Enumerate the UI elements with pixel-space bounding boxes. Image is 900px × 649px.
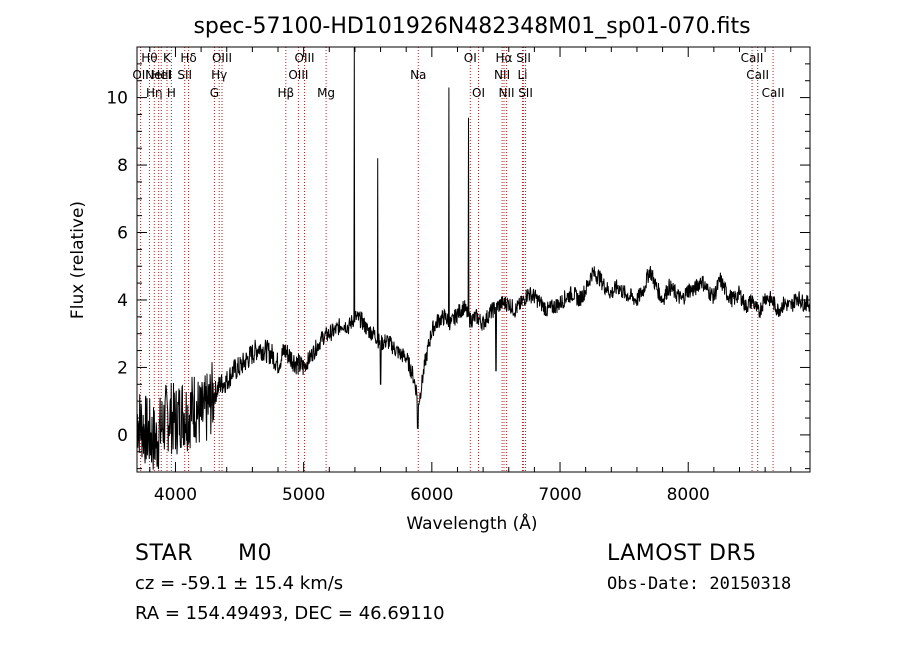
marker-label-18: OI <box>472 86 485 100</box>
object-subclass: M0 <box>238 541 272 566</box>
marker-label-5: K <box>163 51 172 65</box>
chart-title: spec-57100-HD101926N482348M01_sp01-070.f… <box>193 14 750 39</box>
y-axis: 0 2 4 6 8 10 <box>106 63 810 470</box>
marker-label-15: Mg <box>317 86 335 100</box>
marker-label-17: OI <box>464 51 477 65</box>
marker-label-7: SII <box>177 68 192 82</box>
marker-label-27: CaII <box>762 86 785 100</box>
y-tick-label-3: 6 <box>117 224 128 244</box>
marker-label-24: SII <box>518 86 533 100</box>
x-axis: 4000 5000 6000 7000 8000 <box>149 47 792 505</box>
marker-label-13: OIII <box>288 68 308 82</box>
plot-frame <box>136 46 811 473</box>
marker-label-12: Hβ <box>277 86 294 100</box>
line-markers: OIIHθHηNeIIIHeIKHSIIHδGHγOIIIHβOIIIOIIIM… <box>132 47 784 472</box>
y-axis-label: Flux (relative) <box>68 201 88 319</box>
marker-label-20: Hα <box>496 51 513 65</box>
spectrum-chart: spec-57100-HD101926N482348M01_sp01-070.f… <box>68 14 811 534</box>
marker-label-10: Hγ <box>211 68 227 82</box>
y-tick-label-5: 10 <box>106 89 128 109</box>
marker-label-1: Hθ <box>141 51 157 65</box>
x-tick-label-2: 6000 <box>410 485 453 505</box>
marker-label-16: Na <box>410 68 426 82</box>
marker-label-2: Hη <box>146 86 163 100</box>
velocity-readout: cz = -59.1 ± 15.4 km/s <box>135 573 344 594</box>
marker-label-8: Hδ <box>180 51 196 65</box>
marker-label-3: NeIII <box>145 68 172 82</box>
observation-date: Obs-Date: 20150318 <box>607 574 792 594</box>
y-tick-label-2: 4 <box>117 291 128 311</box>
marker-label-9: G <box>210 86 219 100</box>
marker-label-26: CaII <box>746 68 769 82</box>
spectrum-series <box>136 46 811 470</box>
marker-label-21: NII <box>499 86 515 100</box>
object-class: STAR <box>135 541 194 566</box>
marker-label-22: Li <box>517 68 527 82</box>
marker-label-6: H <box>167 86 176 100</box>
y-tick-label-1: 2 <box>117 358 128 378</box>
marker-label-25: CaII <box>741 51 764 65</box>
x-tick-label-4: 8000 <box>667 485 710 505</box>
marker-label-0: OII <box>132 68 149 82</box>
x-tick-label-1: 5000 <box>282 485 325 505</box>
marker-label-23: SII <box>516 51 531 65</box>
marker-label-19: NII <box>494 68 510 82</box>
y-tick-label-0: 0 <box>117 426 128 446</box>
marker-label-11: OIII <box>212 51 232 65</box>
survey-name: LAMOST DR5 <box>607 541 757 566</box>
x-axis-label: Wavelength (Å) <box>406 512 537 534</box>
spectrum-line-0 <box>136 46 811 470</box>
marker-label-4: HeI <box>151 68 171 82</box>
x-tick-label-0: 4000 <box>154 485 197 505</box>
marker-label-14: OIII <box>295 51 315 65</box>
x-tick-label-3: 7000 <box>538 485 581 505</box>
y-tick-label-4: 8 <box>117 156 128 176</box>
coordinates-readout: RA = 154.49493, DEC = 46.69110 <box>135 603 445 624</box>
